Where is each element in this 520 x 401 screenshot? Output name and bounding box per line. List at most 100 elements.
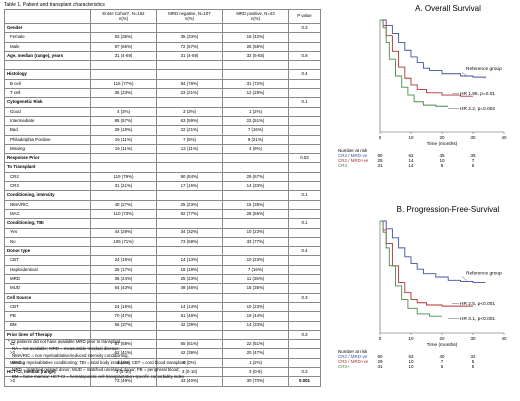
characteristics-table: Entire Cohort*, N=162 n(%) MRD negative, N…	[4, 9, 321, 387]
table-cell	[288, 78, 321, 90]
row-label: Gender	[4, 22, 91, 34]
risk-table-value: 90	[377, 153, 383, 158]
footnote-line: BM = bone marrow; HCT-CI = hematopoietic…	[12, 374, 185, 379]
table-cell: 0.8	[288, 50, 321, 62]
row-label: Intermediate	[4, 115, 91, 127]
table-header-cell: MRD positive, N=43 n(%)	[222, 9, 289, 24]
table-row: >2 73 (49%) 43 (40%) 30 (70%) 0.001	[4, 376, 321, 387]
risk-table-value: 5	[472, 359, 475, 364]
table-cell	[288, 264, 321, 276]
table-row: CBT 24 (16%) 14 (13%) 10 (23%)	[4, 255, 321, 266]
table-cell: 19 (18%)	[156, 264, 223, 276]
table-cell	[156, 97, 223, 108]
table-cell	[156, 69, 223, 80]
table-cell: 63 (59%)	[156, 115, 223, 127]
table-cell: 14 (13%)	[156, 255, 223, 266]
table-cell: 106 (71%)	[90, 236, 157, 248]
table-header-cell: MRD negative, N=107 n(%)	[156, 9, 223, 24]
row-label: Yes	[4, 227, 91, 238]
km-curve	[380, 19, 473, 97]
risk-table-value: 10	[439, 158, 445, 163]
table-cell	[222, 218, 289, 229]
reference-group-label: Reference group	[466, 66, 502, 72]
table-cell: 14 (33%)	[222, 320, 289, 331]
risk-table-value: 45	[439, 153, 445, 158]
table-row: MAC 110 (73%) 82 (77%) 28 (65%)	[4, 208, 321, 220]
table-row: B cell 115 (77%) 84 (78%) 31 (72%)	[4, 78, 321, 90]
x-tick-label: 20	[439, 135, 445, 140]
table-cell: 3 (3%)	[156, 106, 223, 117]
table-cell	[90, 153, 157, 164]
table-cell	[90, 60, 157, 71]
row-label: Age, median (range), years	[4, 50, 91, 62]
risk-table-row-label: CR2 / MRD-ve	[338, 354, 368, 359]
table-cell: 44 (29%)	[90, 227, 157, 238]
km-curve	[380, 220, 473, 307]
table-cell: 82 (77%)	[156, 208, 223, 220]
table-row: Intermediate 85 (57%) 63 (59%) 22 (51%)	[4, 115, 321, 127]
risk-table-row-label: CR3	[338, 163, 347, 168]
table-row: CR3 31 (21%) 17 (16%) 14 (33%)	[4, 181, 321, 192]
risk-table-value: 14	[408, 163, 414, 168]
row-label: Cell Source	[4, 292, 91, 303]
footnote-line: * 12 patients did not have available MRD…	[8, 339, 121, 344]
table-cell	[288, 227, 321, 238]
km-curve	[380, 220, 442, 317]
table-cell: 31 (72%)	[222, 78, 289, 90]
table-row: BM 56 (37%) 42 (39%) 14 (33%)	[4, 320, 321, 331]
table-cell	[90, 162, 157, 173]
table-cell	[288, 320, 321, 331]
table-title: Table 1. Patient and transplant characte…	[4, 2, 105, 8]
table-cell	[288, 115, 321, 127]
x-tick-label: 0	[379, 336, 382, 341]
table-cell: 31 (4-69)	[156, 50, 223, 62]
table-row: Male 97 (65%) 72 (67%) 25 (58%)	[4, 41, 321, 52]
table-cell: 15 (35%)	[222, 199, 289, 210]
table-cell	[288, 32, 321, 43]
km-curve	[380, 19, 449, 107]
table-cell: 29 (67%)	[222, 171, 289, 183]
table-cell	[288, 283, 321, 294]
table-cell: 14 (13%)	[156, 301, 223, 313]
table-cell	[222, 162, 289, 173]
table-header-cell	[4, 9, 91, 24]
table-cell: 0.4	[288, 246, 321, 257]
table-row: Gender 0.3	[4, 22, 321, 34]
table-cell	[156, 246, 223, 257]
row-label: No	[4, 236, 91, 248]
risk-table-value: 40	[439, 354, 445, 359]
row-label: CR3	[4, 181, 91, 192]
table-header-row: Entire Cohort*, N=162 n(%) MRD negative, N…	[4, 9, 321, 24]
row-label: Donor type	[4, 246, 91, 257]
risk-table-row-label: CR2 / MRD+ve	[338, 359, 369, 364]
table-row: To Transplant	[4, 162, 321, 173]
table-row: MRD 36 (24%) 25 (23%) 11 (26%)	[4, 273, 321, 285]
table-cell: 36 (24%)	[90, 273, 157, 285]
table-cell: 0.02	[288, 153, 321, 164]
table-row: Missing 16 (11%) 12 (11%) 4 (9%)	[4, 143, 321, 155]
table-cell: 28 (65%)	[222, 208, 289, 220]
table-cell	[222, 69, 289, 80]
table-cell: 24 (16%)	[90, 301, 157, 313]
table-row: Conditioning, intensity 0.1	[4, 190, 321, 201]
table-cell: 97 (65%)	[90, 41, 157, 52]
table-cell: 53 (35%)	[90, 32, 157, 43]
table-cell: 1 (2%)	[222, 106, 289, 117]
table-cell: 14 (33%)	[222, 181, 289, 192]
table-cell: 10 (23%)	[222, 301, 289, 313]
km-curve	[380, 220, 486, 284]
footnote-line: MAC = myeloablative conditioning; TBI = …	[12, 360, 187, 365]
table-cell: 29 (19%)	[90, 125, 157, 136]
x-axis-label: Time (months)	[427, 342, 458, 348]
annotation-pointer	[461, 72, 468, 77]
table-header-cell: P value	[288, 9, 321, 24]
hazard-ratio-label: HR 2.2, p=0.002	[460, 106, 495, 112]
table-cell	[156, 153, 223, 164]
table-cell	[90, 69, 157, 80]
row-label: Missing	[4, 143, 91, 155]
table-row: Good 4 (3%) 3 (3%) 1 (2%)	[4, 106, 321, 117]
table-cell	[90, 97, 157, 108]
table-cell: 49 (46%)	[156, 283, 223, 294]
risk-table-value: 10	[408, 364, 414, 369]
annotation-pointer	[461, 276, 468, 281]
